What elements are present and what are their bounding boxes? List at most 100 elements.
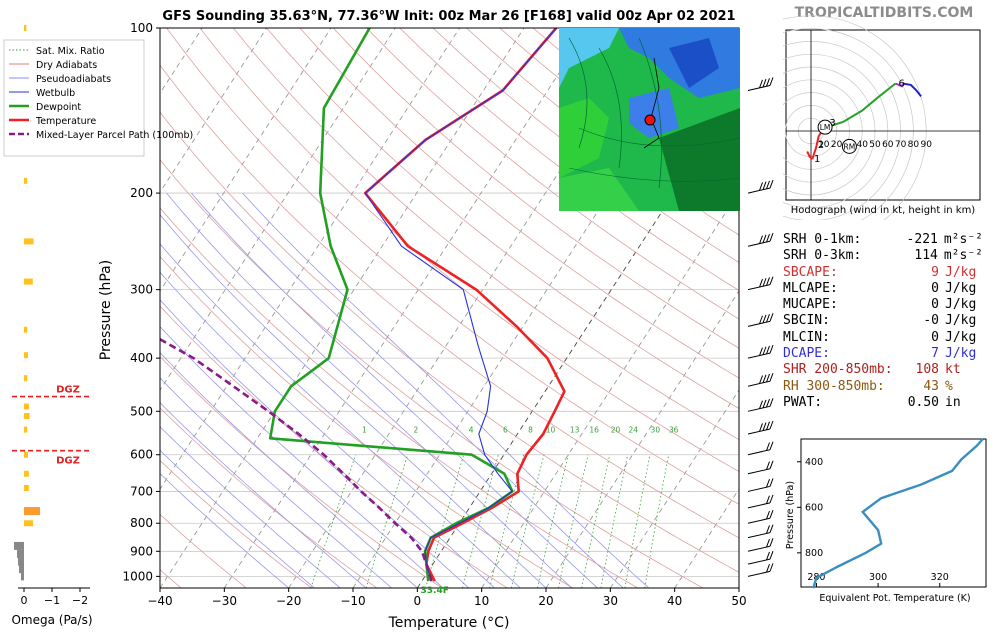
- x-axis-label: Temperature (°C): [388, 615, 510, 631]
- barb-feather: [769, 494, 774, 504]
- hodograph-height-label: 1: [814, 154, 820, 165]
- wind-barb: [747, 441, 774, 456]
- x-tick-label: −20: [276, 594, 301, 608]
- barb-feather: [766, 525, 770, 534]
- hodograph-trace: [903, 82, 922, 98]
- x-tick-label: 20: [538, 594, 553, 608]
- theta-e-xtick-label: 300: [869, 572, 887, 583]
- index-row: DCAPE: 7 J/kg: [783, 346, 983, 362]
- barb-feather: [769, 510, 774, 519]
- barb-staff: [747, 570, 771, 577]
- index-label: SBCAPE:: [783, 264, 838, 280]
- x-tick-label: 40: [667, 594, 682, 608]
- isotherm: [545, 290, 739, 588]
- wind-barb: [747, 494, 774, 509]
- index-unit: in: [945, 394, 961, 410]
- barb-feather: [762, 314, 767, 324]
- y-tick-label: 700: [130, 484, 153, 498]
- barb-staff: [747, 240, 771, 247]
- omega-bar: [24, 451, 28, 458]
- barb-feather: [766, 461, 770, 470]
- mixing-ratio-label: 6: [503, 426, 508, 435]
- barb-feather: [769, 233, 774, 242]
- barb-feather: [759, 235, 763, 244]
- barb-staff: [747, 468, 771, 475]
- index-value: -221: [906, 232, 938, 247]
- index-value: 114: [914, 248, 938, 264]
- wind-barb: [747, 373, 774, 387]
- barb-feather: [759, 278, 763, 288]
- barb-feather: [769, 179, 774, 189]
- index-unit: J/kg: [945, 329, 977, 345]
- omega-tick-label: 0: [21, 594, 28, 607]
- dry-adiabat: [166, 28, 739, 505]
- index-value: -0: [923, 313, 939, 329]
- dry-adiabat: [160, 513, 247, 588]
- mixing-ratio-label: 2: [413, 426, 418, 435]
- index-unit: J/kg: [945, 297, 977, 313]
- isotherm: [160, 28, 396, 391]
- mixing-ratio-line: [462, 454, 499, 588]
- barb-feather: [759, 347, 763, 356]
- hodograph-ring-label: 10: [818, 140, 830, 150]
- pseudoadiabat: [216, 192, 624, 588]
- mixing-ratio-line: [537, 454, 569, 588]
- wind-barb: [747, 538, 774, 552]
- theta-e-xlabel: Equivalent Pot. Temperature (K): [819, 593, 970, 604]
- x-tick-label: 30: [603, 594, 618, 608]
- mixing-ratio-label: 24: [628, 426, 638, 435]
- hodograph-height-label: 2: [818, 140, 824, 151]
- wind-barb: [747, 563, 774, 577]
- mixing-ratio-line: [365, 454, 409, 588]
- mixing-ratio-label: 30: [651, 426, 661, 435]
- barb-feather: [769, 276, 774, 285]
- barb-feather: [766, 345, 770, 355]
- index-value: 0: [931, 329, 939, 345]
- index-label: SHR 200-850mb:: [783, 362, 893, 378]
- isotherm: [223, 28, 589, 588]
- barb-feather: [759, 423, 763, 432]
- omega-bar: [24, 352, 28, 359]
- barb-staff: [747, 405, 771, 412]
- barb-staff: [747, 545, 771, 552]
- y-tick-label: 200: [130, 186, 153, 200]
- barb-feather: [759, 375, 763, 384]
- index-unit: J/kg: [945, 264, 977, 280]
- index-row: MLCAPE: 0 J/kg: [783, 281, 983, 297]
- hodograph-ring-label: 80: [908, 140, 920, 150]
- barb-feather: [769, 538, 774, 547]
- index-label: MLCAPE:: [783, 280, 838, 296]
- mixing-ratio-label: 13: [570, 426, 580, 435]
- index-unit: J/kg: [945, 346, 977, 362]
- omega-bar: [24, 485, 29, 492]
- dry-adiabat: [432, 28, 739, 263]
- legend-label: Pseudoadiabats: [36, 74, 111, 85]
- pseudoadiabat: [160, 473, 289, 588]
- barb-feather: [766, 421, 770, 430]
- barb-staff: [747, 320, 771, 327]
- wind-barb: [747, 550, 774, 565]
- barb-feather: [762, 234, 767, 243]
- omega-bar: [24, 520, 33, 527]
- mixing-ratio-label: 20: [611, 426, 621, 435]
- index-unit: J/kg: [945, 313, 977, 329]
- omega-bar: [24, 238, 34, 245]
- wind-barb: [747, 313, 774, 327]
- pseudoadiabat: [160, 271, 495, 588]
- barb-feather: [769, 313, 774, 322]
- theta-e-ytick-label: 600: [805, 502, 823, 513]
- wind-barb: [747, 420, 774, 435]
- index-row: MLCIN: 0 J/kg: [783, 330, 983, 346]
- mixing-ratio-line: [489, 454, 525, 588]
- omega-bar: [24, 413, 30, 420]
- pseudoadiabat: [160, 449, 315, 588]
- y-tick-label: 800: [130, 516, 153, 530]
- mixing-ratio-label: 1: [362, 426, 367, 435]
- x-tick-label: −30: [212, 594, 237, 608]
- dry-adiabat: [160, 207, 638, 588]
- omega-bar: [24, 326, 28, 333]
- barb-feather: [766, 313, 770, 323]
- omega-bar: [17, 549, 24, 558]
- omega-bar: [18, 557, 24, 566]
